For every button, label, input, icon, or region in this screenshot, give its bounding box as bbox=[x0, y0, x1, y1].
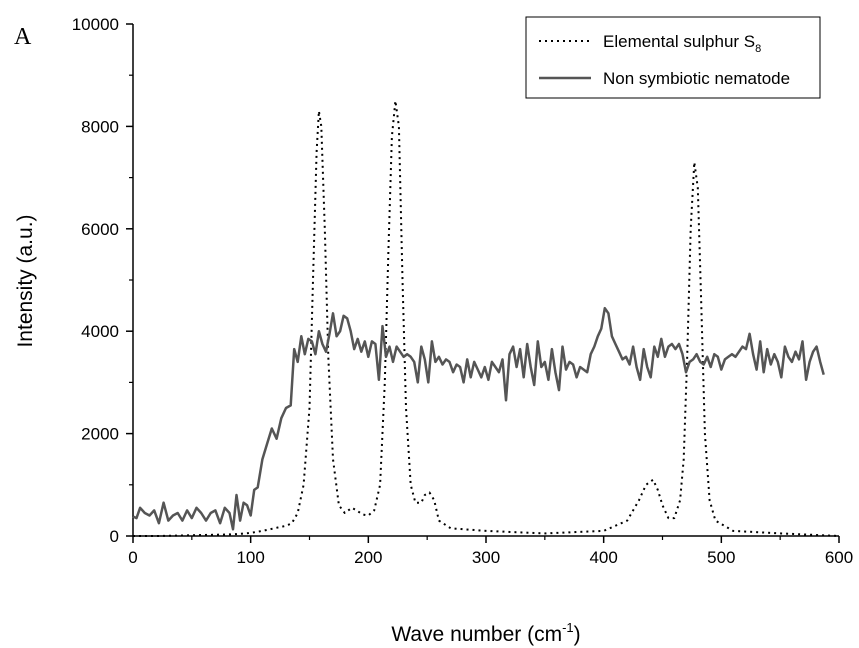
x-tick-group: 0 100 200 300 400 500 600 bbox=[128, 536, 853, 567]
x-tick-label: 0 bbox=[128, 548, 137, 567]
y-tick-label: 2000 bbox=[81, 425, 119, 444]
series-line-nematode bbox=[132, 306, 825, 531]
y-tick-group: 0 2000 4000 6000 8000 10000 bbox=[72, 15, 133, 546]
y-tick-label: 4000 bbox=[81, 322, 119, 341]
y-tick-label: 10000 bbox=[72, 15, 119, 34]
plot-area: 0 100 200 300 400 500 600 0 2000 4000 6000 8000 100… bbox=[72, 15, 853, 567]
series-line-sulphur bbox=[133, 99, 840, 537]
legend-box bbox=[525, 16, 821, 99]
legend-label-sulphur-main: Elemental sulphur S bbox=[603, 32, 755, 51]
x-tick-label: 200 bbox=[354, 548, 382, 567]
y-axis-title: Intensity (a.u.) bbox=[14, 214, 37, 347]
x-axis-title-end: ) bbox=[574, 623, 581, 646]
x-tick-label: 600 bbox=[825, 548, 853, 567]
x-axis-title: Wave number (cm-1) bbox=[391, 620, 580, 646]
x-tick-label: 100 bbox=[236, 548, 264, 567]
x-axis-title-main: Wave number (cm bbox=[391, 623, 562, 646]
x-tick-label: 300 bbox=[472, 548, 500, 567]
panel-label: A bbox=[14, 24, 32, 50]
legend-label-sulphur-sub: 8 bbox=[755, 43, 761, 55]
y-tick-label: 6000 bbox=[81, 220, 119, 239]
y-tick-label: 0 bbox=[110, 527, 119, 546]
y-tick-label: 8000 bbox=[81, 117, 119, 136]
legend-label-nematode: Non symbiotic nematode bbox=[603, 69, 790, 88]
series-layer bbox=[132, 99, 840, 537]
legend-label-sulphur: Elemental sulphur S8 bbox=[603, 32, 761, 55]
x-tick-label: 400 bbox=[589, 548, 617, 567]
x-axis-title-sup: -1 bbox=[562, 620, 574, 635]
legend: Elemental sulphur S8 Non symbiotic nemat… bbox=[525, 16, 821, 99]
x-tick-label: 500 bbox=[707, 548, 735, 567]
